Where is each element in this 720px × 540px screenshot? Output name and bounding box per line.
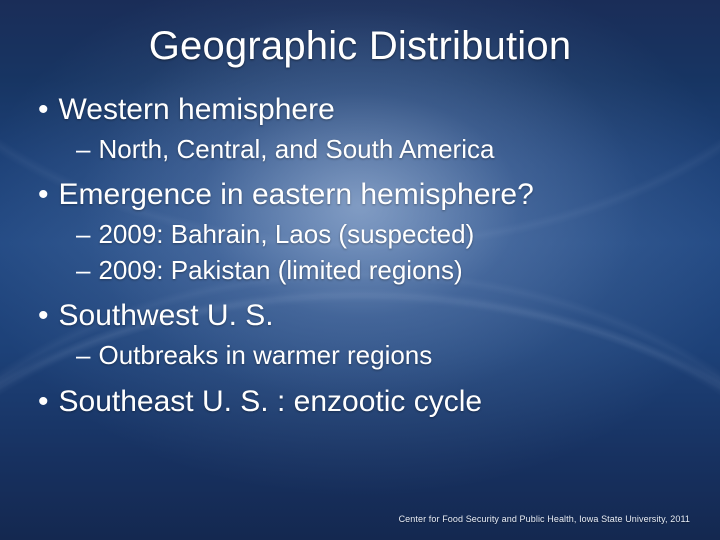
bullet-group: • Southwest U. S. – Outbreaks in warmer … [38,297,686,372]
dash-icon: – [76,218,90,251]
bullet-lvl2: – Outbreaks in warmer regions [76,339,686,373]
bullet-group: • Southeast U. S. : enzootic cycle [38,383,686,421]
bullet-lvl1: • Western hemisphere [38,91,686,129]
subbullet-text: Outbreaks in warmer regions [98,339,432,373]
bullet-lvl2: – 2009: Pakistan (limited regions) [76,254,686,288]
bullet-dot-icon: • [38,95,49,125]
bullet-lvl2: – North, Central, and South America [76,133,686,167]
slide-body: • Western hemisphere – North, Central, a… [34,91,686,420]
bullet-text: Southeast U. S. : enzootic cycle [59,383,483,421]
subbullet-text: 2009: Pakistan (limited regions) [98,254,462,288]
slide: Geographic Distribution • Western hemisp… [0,0,720,540]
bullet-text: Southwest U. S. [59,297,274,335]
subbullet-text: 2009: Bahrain, Laos (suspected) [98,218,474,252]
bullet-dot-icon: • [38,301,49,331]
bullet-text: Western hemisphere [59,91,335,129]
dash-icon: – [76,339,90,372]
bullet-text: Emergence in eastern hemisphere? [59,176,534,214]
bullet-lvl1: • Emergence in eastern hemisphere? [38,176,686,214]
dash-icon: – [76,254,90,287]
subbullet-text: North, Central, and South America [98,133,494,167]
footer-attribution: Center for Food Security and Public Heal… [399,514,690,524]
dash-icon: – [76,133,90,166]
bullet-lvl1: • Southwest U. S. [38,297,686,335]
bullet-dot-icon: • [38,387,49,417]
bullet-group: • Emergence in eastern hemisphere? – 200… [38,176,686,287]
bullet-dot-icon: • [38,180,49,210]
bullet-group: • Western hemisphere – North, Central, a… [38,91,686,166]
bullet-lvl1: • Southeast U. S. : enzootic cycle [38,383,686,421]
bullet-lvl2: – 2009: Bahrain, Laos (suspected) [76,218,686,252]
slide-title: Geographic Distribution [34,24,686,69]
